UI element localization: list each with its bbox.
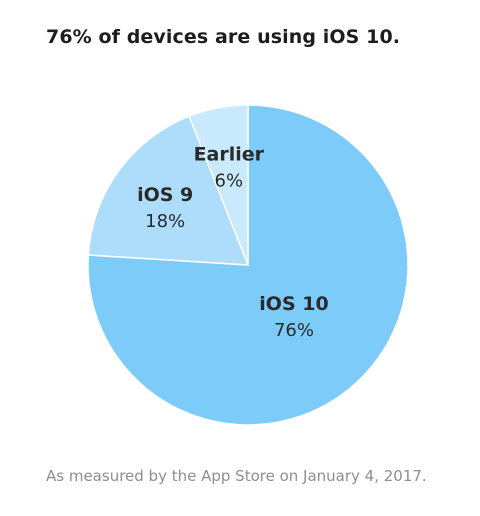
- pie-slice-ios-9: [87, 115, 250, 266]
- pie-labels: iOS 10 76% iOS 9 18% Earlier 6%: [137, 143, 329, 341]
- pie-slices: [87, 104, 409, 426]
- slice-label-ios-10: iOS 10: [259, 293, 328, 315]
- slice-label-ios-9: iOS 9: [137, 184, 193, 206]
- slice-value-ios-10: 76%: [274, 320, 314, 341]
- slice-label-earlier: Earlier: [194, 143, 265, 165]
- pie-slice-earlier: [188, 104, 249, 266]
- footnote: As measured by the App Store on January …: [46, 467, 427, 485]
- chart-title: 76% of devices are using iOS 10.: [46, 26, 401, 48]
- slice-value-ios-9: 18%: [145, 211, 185, 232]
- slice-value-earlier: 6%: [215, 170, 244, 191]
